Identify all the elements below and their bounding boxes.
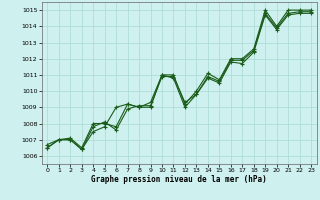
X-axis label: Graphe pression niveau de la mer (hPa): Graphe pression niveau de la mer (hPa): [91, 175, 267, 184]
